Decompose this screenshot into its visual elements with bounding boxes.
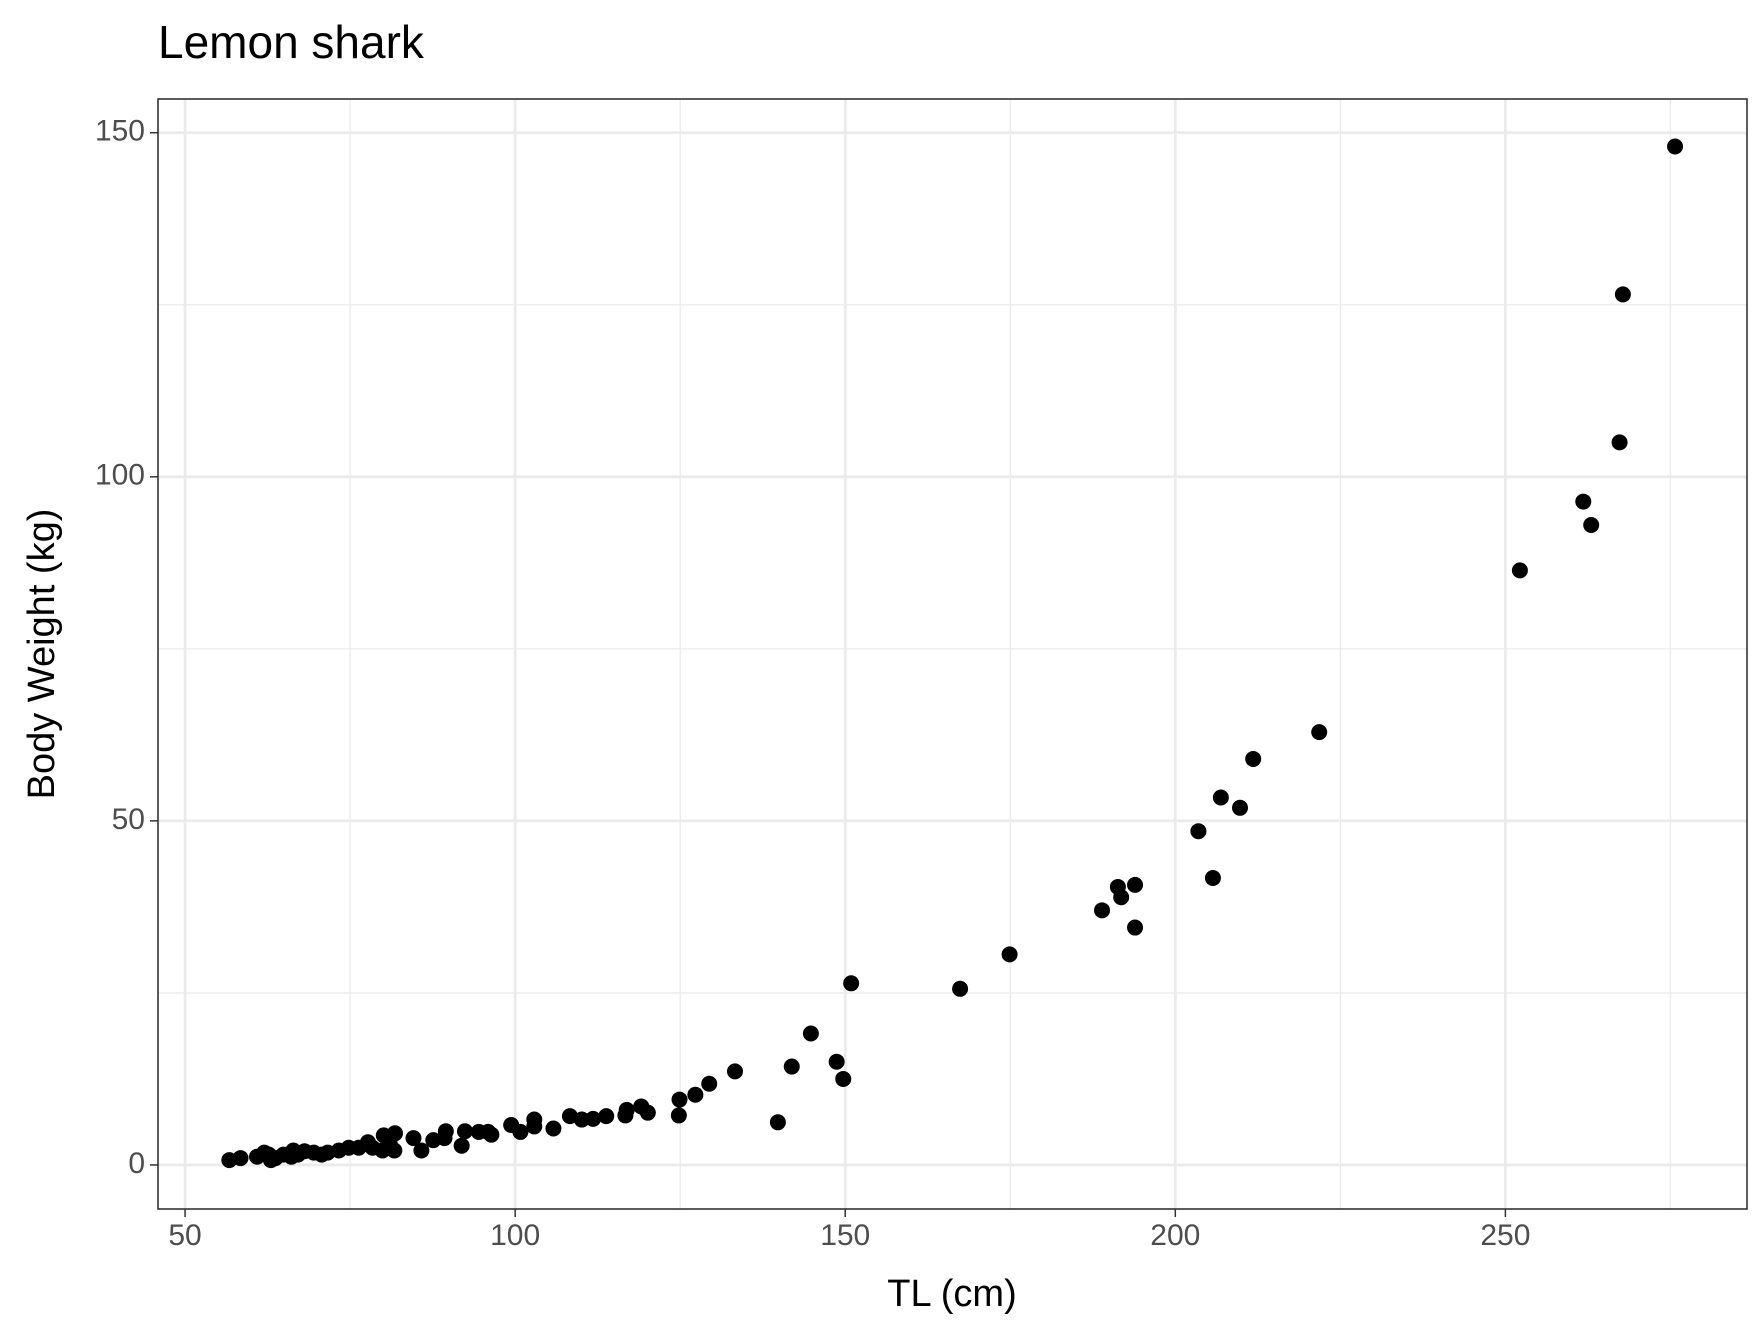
point [617, 1107, 634, 1124]
point [835, 1070, 852, 1087]
point [952, 980, 969, 997]
point [1127, 919, 1144, 936]
point [670, 1107, 687, 1124]
point [1575, 493, 1592, 510]
point [1190, 823, 1207, 840]
y-tick-label: 0 [128, 1147, 145, 1180]
point [802, 1025, 819, 1042]
point [503, 1117, 520, 1134]
point [1583, 516, 1600, 533]
point [413, 1142, 430, 1159]
point [470, 1123, 487, 1140]
y-tick-label: 150 [95, 115, 145, 148]
point [285, 1142, 302, 1159]
point [769, 1114, 786, 1131]
point [526, 1118, 543, 1135]
point [783, 1058, 800, 1075]
point [701, 1075, 718, 1092]
point [221, 1152, 238, 1169]
point [1611, 434, 1628, 451]
point [561, 1108, 578, 1125]
point [1311, 724, 1328, 741]
point [1231, 799, 1248, 816]
point [828, 1053, 845, 1070]
x-tick-label: 100 [490, 1219, 540, 1252]
point [1001, 946, 1018, 963]
point [843, 975, 860, 992]
point [1094, 902, 1111, 919]
y-axis-title: Body Weight (kg) [21, 509, 63, 800]
point [425, 1132, 442, 1149]
point [671, 1091, 688, 1108]
x-axis-title: TL (cm) [887, 1273, 1016, 1315]
point [598, 1108, 615, 1125]
point [1113, 889, 1130, 906]
point [405, 1130, 422, 1147]
point [726, 1063, 743, 1080]
point [1245, 750, 1262, 767]
point [456, 1123, 473, 1140]
point [381, 1135, 398, 1152]
y-tick-label: 100 [95, 459, 145, 492]
point [1614, 286, 1631, 303]
point [260, 1146, 277, 1163]
point [687, 1086, 704, 1103]
panel-border [157, 98, 1748, 1210]
x-tick-label: 50 [168, 1219, 201, 1252]
point [1127, 876, 1144, 893]
x-tick-label: 250 [1480, 1219, 1530, 1252]
point [1667, 138, 1684, 155]
point [633, 1098, 650, 1115]
point [1204, 869, 1221, 886]
point [545, 1120, 562, 1137]
x-tick-label: 150 [820, 1219, 870, 1252]
chart-title: Lemon shark [158, 16, 425, 68]
point [249, 1148, 266, 1165]
point [453, 1137, 470, 1154]
y-tick-label: 50 [112, 803, 145, 836]
point [1511, 562, 1528, 579]
x-tick-label: 200 [1150, 1219, 1200, 1252]
point [1212, 789, 1229, 806]
